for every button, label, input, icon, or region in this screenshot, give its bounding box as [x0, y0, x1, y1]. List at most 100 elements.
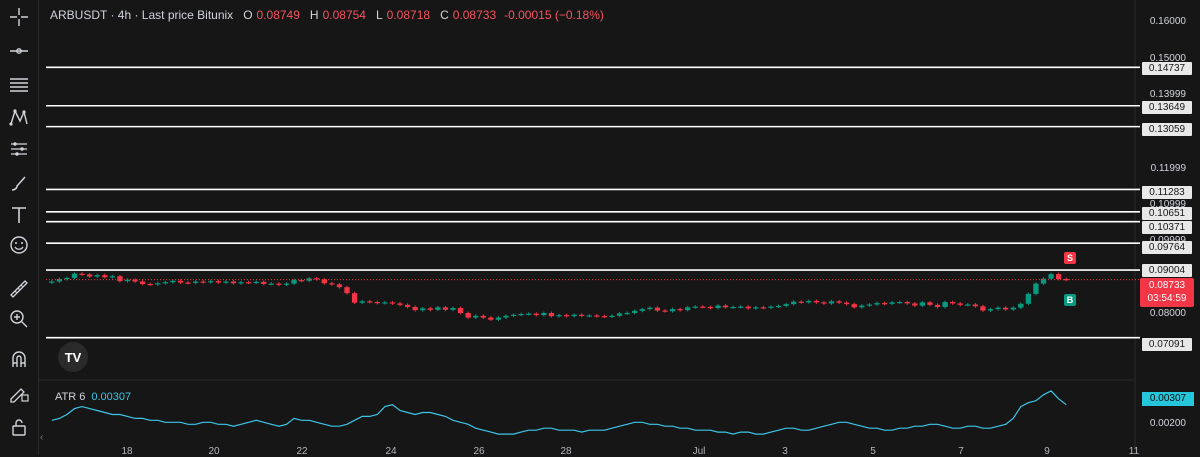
candle-body	[669, 309, 676, 312]
candle-body	[980, 306, 986, 311]
candle-body	[692, 306, 698, 308]
change-value: -0.00015 (−0.18%)	[504, 8, 604, 22]
ruler-icon[interactable]	[6, 276, 32, 302]
candle-body	[919, 302, 926, 306]
candle-body	[109, 276, 115, 278]
candle-body	[291, 280, 297, 284]
sell-signal[interactable]: S	[1064, 252, 1076, 264]
candle-body	[859, 305, 865, 308]
candle-body	[541, 312, 547, 316]
candle-body	[177, 280, 184, 283]
fib-icon[interactable]	[6, 72, 32, 98]
candle-body	[367, 301, 373, 303]
level-label: 0.10651	[1142, 207, 1192, 220]
candle-body	[526, 313, 532, 315]
time-tick: 20	[208, 446, 220, 457]
text-icon[interactable]	[6, 202, 32, 228]
candle-body	[912, 303, 918, 306]
level-label: 0.10371	[1142, 221, 1192, 234]
atr-axis-tick: 0.00200	[1149, 418, 1186, 429]
candle-body	[904, 302, 910, 304]
candle-body	[1018, 303, 1024, 308]
candle-body	[283, 283, 290, 285]
candle-body	[745, 306, 751, 309]
candle-body	[662, 310, 668, 312]
candle-body	[722, 305, 729, 308]
candle-body	[94, 275, 100, 277]
last-price-value: 0.08733	[1148, 280, 1186, 291]
level-label: 0.13059	[1142, 123, 1192, 136]
bar-countdown: 03:54:59	[1147, 293, 1187, 304]
low-key: L	[375, 8, 383, 22]
brush-icon[interactable]	[6, 170, 32, 196]
candle-body	[495, 317, 502, 320]
prediction-icon[interactable]	[6, 136, 32, 162]
tradingview-logo[interactable]: TV	[58, 342, 88, 372]
candle-body	[775, 305, 782, 308]
candle-body	[866, 304, 873, 306]
atr-legend[interactable]: ATR 6 0.00307	[55, 391, 131, 403]
high-key: H	[309, 8, 319, 22]
time-tick: 22	[296, 446, 308, 457]
candle-body	[457, 308, 464, 313]
price-tick: 0.11999	[1150, 163, 1186, 174]
atr-name: ATR 6	[55, 391, 86, 403]
candle-body	[298, 280, 305, 282]
candle-body	[881, 303, 888, 305]
time-tick: 24	[385, 446, 397, 457]
level-label: 0.11283	[1142, 186, 1192, 199]
candle-body	[473, 315, 479, 318]
candle-body	[314, 278, 320, 280]
buy-signal[interactable]: B	[1064, 294, 1076, 306]
candle-body	[359, 301, 365, 303]
candle-body	[162, 282, 168, 284]
time-tick: 7	[958, 446, 964, 457]
candle-body	[480, 315, 486, 318]
candle-body	[556, 315, 562, 317]
lock-draw-icon[interactable]	[6, 380, 32, 406]
candle-body	[965, 304, 971, 306]
candle-body	[336, 284, 343, 288]
magnet-icon[interactable]	[6, 346, 32, 372]
time-tick: 9	[1044, 446, 1050, 457]
candle-body	[897, 302, 903, 304]
candle-body	[102, 275, 108, 278]
candle-body	[972, 304, 979, 307]
lock-icon[interactable]	[6, 414, 32, 440]
candle-body	[874, 303, 880, 305]
candle-body	[609, 315, 615, 318]
trendline-icon[interactable]	[6, 38, 32, 64]
time-tick: 28	[560, 446, 572, 457]
candle-body	[783, 304, 789, 306]
candle-body	[828, 301, 835, 304]
candle-body	[654, 307, 661, 311]
candle-body	[306, 278, 312, 281]
candle-body	[124, 279, 131, 282]
candle-body	[1033, 283, 1039, 294]
level-label: 0.14737	[1142, 62, 1192, 75]
zoom-icon[interactable]	[6, 306, 32, 332]
candle-body	[579, 314, 585, 316]
level-label: 0.09764	[1142, 241, 1192, 254]
atr-value-label: 0.00307	[1142, 392, 1194, 406]
candle-body	[889, 302, 895, 304]
candle-body	[950, 302, 956, 304]
candle-body	[995, 307, 1001, 310]
price-tick: 0.16000	[1149, 16, 1186, 27]
candle-body	[510, 314, 517, 316]
high-value: 0.08754	[322, 8, 366, 22]
candle-body	[344, 287, 350, 294]
candle-body	[71, 273, 78, 278]
chart-legend: ARBUSDT · 4h · Last price Bitunix O 0.087…	[50, 8, 604, 22]
candle-body	[844, 302, 850, 305]
candle-body	[64, 277, 70, 280]
crosshair-icon[interactable]	[6, 4, 32, 30]
pattern-icon[interactable]	[6, 104, 32, 130]
candle-body	[170, 280, 176, 283]
emoji-icon[interactable]	[6, 232, 32, 258]
candle-body	[927, 302, 933, 305]
scroll-left-button[interactable]: ‹	[40, 432, 44, 443]
candle-body	[1003, 307, 1009, 310]
candle-body	[56, 279, 63, 282]
